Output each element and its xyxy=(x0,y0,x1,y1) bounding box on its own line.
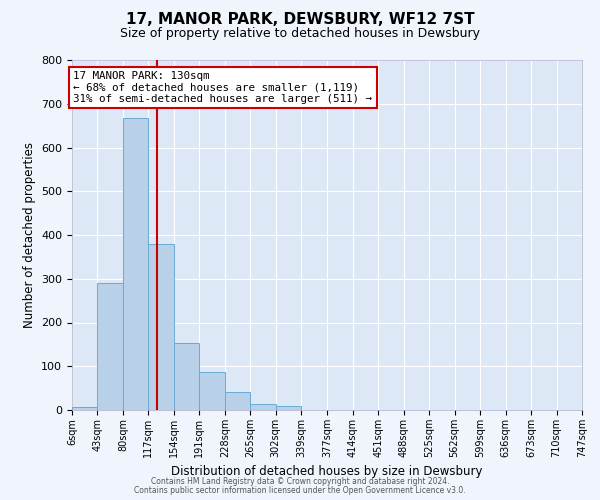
Bar xyxy=(225,392,250,410)
Y-axis label: Number of detached properties: Number of detached properties xyxy=(23,142,35,328)
Text: 17, MANOR PARK, DEWSBURY, WF12 7ST: 17, MANOR PARK, DEWSBURY, WF12 7ST xyxy=(125,12,475,28)
Bar xyxy=(276,406,301,410)
Bar xyxy=(199,372,225,410)
Bar xyxy=(148,244,174,410)
Bar xyxy=(123,118,148,410)
Text: Contains public sector information licensed under the Open Government Licence v3: Contains public sector information licen… xyxy=(134,486,466,495)
Text: 17 MANOR PARK: 130sqm
← 68% of detached houses are smaller (1,119)
31% of semi-d: 17 MANOR PARK: 130sqm ← 68% of detached … xyxy=(73,71,373,104)
Text: Contains HM Land Registry data © Crown copyright and database right 2024.: Contains HM Land Registry data © Crown c… xyxy=(151,477,449,486)
Bar xyxy=(174,343,199,410)
X-axis label: Distribution of detached houses by size in Dewsbury: Distribution of detached houses by size … xyxy=(171,466,483,478)
Bar xyxy=(250,404,276,410)
Text: Size of property relative to detached houses in Dewsbury: Size of property relative to detached ho… xyxy=(120,28,480,40)
Bar xyxy=(72,406,97,410)
Bar xyxy=(97,283,123,410)
